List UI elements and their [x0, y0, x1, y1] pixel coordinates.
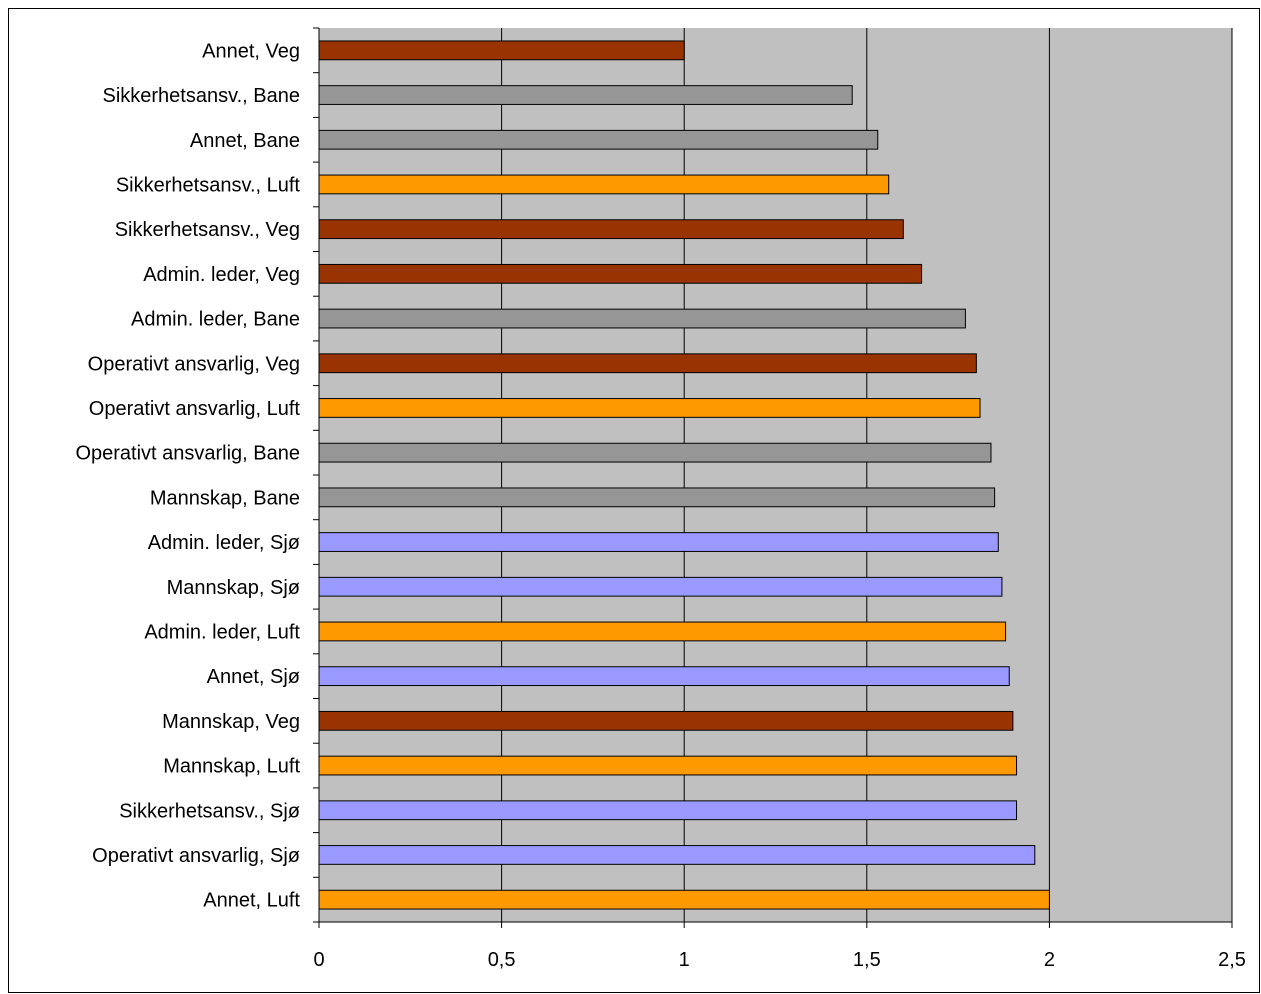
- x-tick-labels: 0 0,5 1 1,5 2 2,5: [313, 949, 1245, 971]
- bar: [318, 398, 981, 418]
- axes: [313, 27, 1233, 928]
- category-label: Admin. leder, Bane: [131, 309, 300, 331]
- category-label: Sikkerhetsansv., Sjø: [119, 800, 300, 822]
- category-label: Operativt ansvarlig, Veg: [88, 353, 300, 375]
- bar: [318, 576, 1003, 597]
- bar: [318, 442, 992, 463]
- category-label: Annet, Bane: [190, 130, 300, 152]
- category-label: Annet, Veg: [202, 40, 300, 62]
- category-label: Mannskap, Veg: [162, 711, 300, 733]
- bar: [318, 487, 996, 508]
- category-label: Admin. leder, Sjø: [148, 532, 300, 554]
- bar: [318, 263, 923, 284]
- category-label: Operativt ansvarlig, Sjø: [92, 845, 300, 867]
- bar: [318, 800, 1018, 821]
- x-tick-label: 1,5: [853, 949, 881, 971]
- bar: [318, 666, 1010, 687]
- category-label: Sikkerhetsansv., Bane: [102, 85, 300, 107]
- x-tick-label: 0: [313, 949, 324, 971]
- bar: [318, 174, 890, 195]
- bar: [318, 219, 904, 240]
- bar: [318, 845, 1036, 865]
- category-label: Admin. leder, Luft: [144, 621, 300, 643]
- x-tick-label: 2: [1044, 949, 1055, 971]
- category-label: Sikkerhetsansv., Veg: [115, 219, 300, 241]
- category-label: Operativt ansvarlig, Bane: [75, 443, 300, 465]
- bar: [318, 621, 1007, 642]
- bar: [318, 40, 685, 61]
- x-tick-label: 0,5: [488, 949, 516, 971]
- bar: [318, 85, 853, 105]
- bar: [318, 755, 1018, 776]
- plot-area: [319, 28, 1232, 922]
- category-label: Operativt ansvarlig, Luft: [89, 398, 301, 420]
- bar: [318, 308, 966, 329]
- category-label: Admin. leder, Veg: [143, 264, 300, 286]
- category-label: Mannskap, Bane: [150, 487, 300, 509]
- bar: [318, 889, 1050, 910]
- category-label: Annet, Sjø: [207, 666, 300, 688]
- bar: [318, 710, 1014, 731]
- x-tick-label: 1: [679, 949, 690, 971]
- category-label: Sikkerhetsansv., Luft: [116, 174, 301, 196]
- x-tick-label: 2,5: [1218, 949, 1246, 971]
- bar: [318, 353, 977, 374]
- bar: [318, 129, 879, 150]
- bar: [318, 532, 999, 552]
- category-label: Annet, Luft: [203, 890, 300, 912]
- category-label: Mannskap, Sjø: [167, 577, 300, 599]
- category-label: Mannskap, Luft: [163, 756, 300, 778]
- category-labels: Annet, Veg Sikkerhetsansv., Bane Annet, Ba…: [75, 40, 300, 911]
- bars: [318, 40, 1050, 910]
